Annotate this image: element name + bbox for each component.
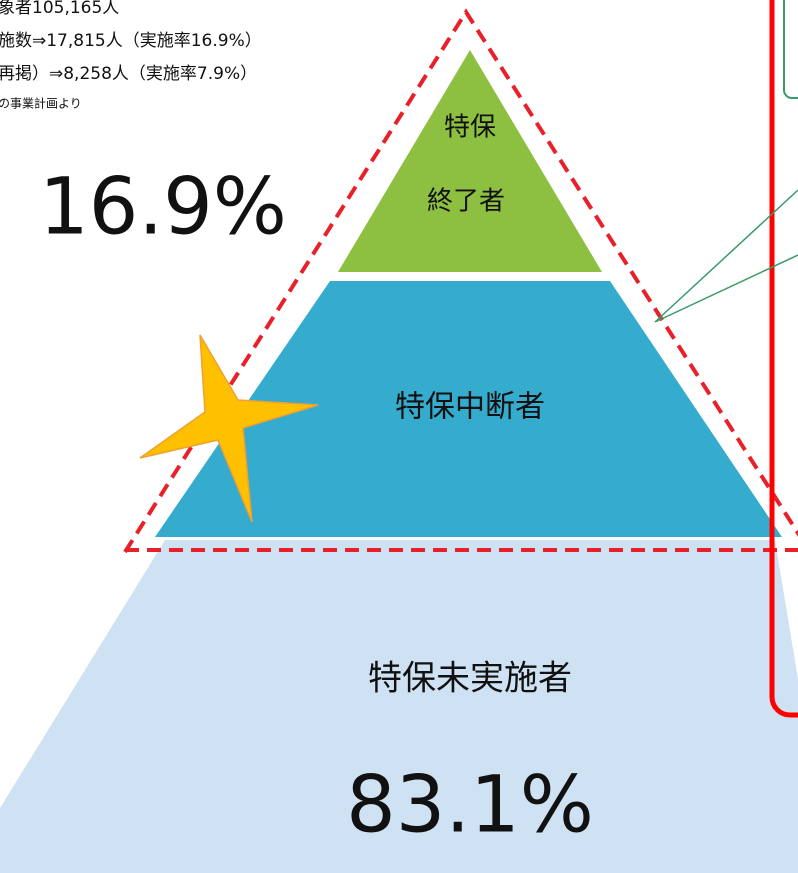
middle-label: 特保中断者: [395, 390, 545, 425]
note: の事業計画より: [0, 96, 82, 111]
callout-pointer: [654, 189, 798, 323]
top-label: 終了者: [427, 187, 505, 217]
bottom-layer: [0, 540, 798, 873]
dashed-triangle: [123, 8, 798, 554]
note: 施数⇒17,815人（実施率16.9%）: [0, 31, 262, 51]
callout-frame: [769, 0, 798, 718]
note: 再掲）⇒8,258人（実施率7.9%）: [0, 64, 257, 84]
percent-upper: 16.9%: [39, 162, 287, 252]
top-layer: [338, 50, 602, 272]
middle-layer: [155, 281, 782, 537]
note-box: [783, 0, 798, 99]
star: [139, 334, 319, 523]
top-label: 特保: [444, 113, 496, 143]
percent-lower: 83.1%: [346, 760, 594, 850]
bottom-label: 特保未実施者: [368, 659, 572, 699]
note: 象者105,165人: [0, 0, 119, 18]
